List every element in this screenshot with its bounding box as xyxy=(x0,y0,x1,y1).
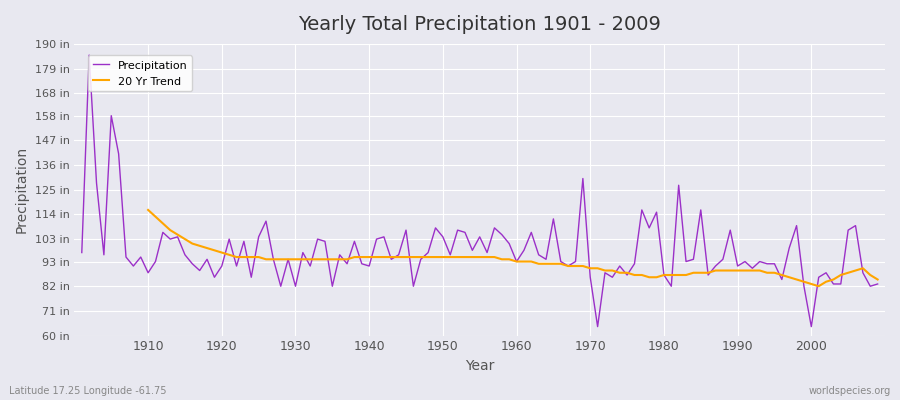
Precipitation xyxy=(76,250,87,255)
Precipitation xyxy=(511,259,522,264)
Precipitation xyxy=(84,53,94,58)
Precipitation xyxy=(518,248,529,253)
20 Yr Trend xyxy=(578,264,589,268)
20 Yr Trend xyxy=(518,259,529,264)
Line: 20 Yr Trend: 20 Yr Trend xyxy=(148,210,878,286)
20 Yr Trend xyxy=(143,208,154,212)
Precipitation xyxy=(615,264,626,268)
Precipitation xyxy=(305,264,316,268)
20 Yr Trend xyxy=(821,279,832,284)
Title: Yearly Total Precipitation 1901 - 2009: Yearly Total Precipitation 1901 - 2009 xyxy=(298,15,662,34)
20 Yr Trend xyxy=(842,270,853,275)
Precipitation xyxy=(349,239,360,244)
Legend: Precipitation, 20 Yr Trend: Precipitation, 20 Yr Trend xyxy=(88,55,193,91)
20 Yr Trend xyxy=(312,257,323,262)
Precipitation xyxy=(143,270,154,275)
Text: Latitude 17.25 Longitude -61.75: Latitude 17.25 Longitude -61.75 xyxy=(9,386,166,396)
Text: worldspecies.org: worldspecies.org xyxy=(809,386,891,396)
Y-axis label: Precipitation: Precipitation xyxy=(15,146,29,233)
X-axis label: Year: Year xyxy=(465,359,494,373)
20 Yr Trend xyxy=(872,277,883,282)
Line: Precipitation: Precipitation xyxy=(82,55,878,327)
20 Yr Trend xyxy=(814,284,824,289)
Precipitation xyxy=(592,324,603,329)
20 Yr Trend xyxy=(283,257,293,262)
Precipitation xyxy=(872,282,883,286)
